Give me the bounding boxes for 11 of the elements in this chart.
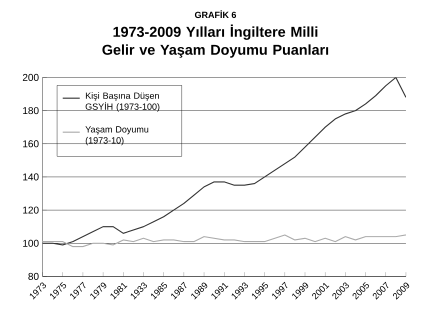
legend-label: Kişi Başına Düşen GSYİH (1973-100): [86, 92, 160, 112]
y-tick-label: 200: [22, 74, 39, 81]
chart-subtitle: 1973-2009 Yılları İngiltere Milli Gelir ve Yaşam Doyumu Puanları: [102, 24, 328, 58]
chart-title: GRAFİK 6: [194, 10, 236, 18]
y-tick-label: 140: [23, 173, 39, 180]
y-tick-label: 160: [23, 140, 39, 148]
y-tick-label: 180: [23, 107, 39, 114]
y-tick-label: 100: [23, 240, 39, 247]
legend-label: Yaşam Doyumu (1973-10): [85, 126, 148, 146]
y-tick-label: 120: [23, 206, 39, 214]
y-tick-label: 80: [28, 272, 39, 280]
